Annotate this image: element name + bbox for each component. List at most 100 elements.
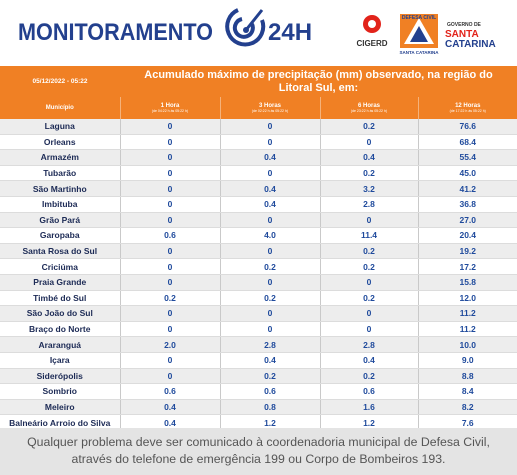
data-row: Praia Grande 0 0 0 15.8 (0, 274, 517, 291)
municipality: Garopaba (0, 227, 120, 244)
value-cell: 9.0 (417, 352, 517, 369)
value-cell: 0 (219, 134, 320, 151)
value-cell: 68.4 (417, 134, 517, 151)
value-cell: 0 (119, 212, 220, 229)
value-cell: 0.4 (219, 180, 320, 197)
value-cell: 0 (119, 305, 220, 322)
logo-defesa-civil: DEFESA CIVIL SANTA CATARINA (399, 14, 439, 55)
data-row: Criciúma 0 0.2 0.2 17.2 (0, 258, 517, 275)
data-row: Laguna 0 0 0.2 76.6 (0, 119, 517, 135)
column-title: 12 Horas (455, 103, 481, 109)
value-cell: 0.2 (319, 119, 418, 135)
logo-text: SANTA CATARINA (399, 50, 439, 55)
caption: Acumulado máximo de precipitação (mm) ob… (120, 66, 517, 97)
caption-row: 05/12/2022 - 05:22 Acumulado máximo de p… (0, 66, 517, 97)
value-cell: 8.2 (417, 399, 517, 416)
value-cell: 12.0 (417, 290, 517, 307)
value-cell: 0.2 (219, 290, 320, 307)
value-cell: 0 (319, 321, 418, 338)
value-cell: 0 (219, 321, 320, 338)
footer-line: Qualquer problema deve ser comunicado à … (27, 435, 490, 449)
value-cell: 0 (119, 274, 220, 291)
value-cell: 0 (119, 196, 220, 213)
column-header: Município (0, 97, 120, 119)
data-row: Braço do Norte 0 0 0 11.2 (0, 321, 517, 338)
municipality: Tubarão (0, 165, 120, 182)
value-cell: 0.2 (219, 368, 320, 385)
value-cell: 2.8 (219, 336, 320, 353)
logo-text: CATARINA (445, 39, 496, 50)
value-cell: 0 (119, 243, 220, 260)
value-cell: 8.4 (417, 383, 517, 400)
value-cell: 0.4 (119, 399, 220, 416)
municipality: Meleiro (0, 399, 120, 416)
municipality: Braço do Norte (0, 321, 120, 338)
header-title: MONITORAMENTO (18, 19, 213, 46)
header-suffix: 24H (268, 19, 312, 46)
value-cell: 45.0 (417, 165, 517, 182)
data-row: Garopaba 0.6 4.0 11.4 20.4 (0, 227, 517, 244)
value-cell: 15.8 (417, 274, 517, 291)
value-cell: 0 (119, 368, 220, 385)
value-cell: 0 (319, 274, 418, 291)
value-cell: 0 (119, 321, 220, 338)
value-cell: 0.4 (319, 149, 418, 166)
municipality: Laguna (0, 119, 120, 135)
data-row: São Martinho 0 0.4 3.2 41.2 (0, 180, 517, 197)
data-row: Araranguá 2.0 2.8 2.8 10.0 (0, 336, 517, 353)
value-cell: 2.8 (319, 336, 418, 353)
table-body: 05/12/2022 - 05:22 Acumulado máximo de p… (0, 66, 517, 439)
column-header: 1 Hora (de 04:22 h às 05:22 h) (119, 97, 220, 119)
municipality: Sombrio (0, 383, 120, 400)
municipality: São Martinho (0, 180, 120, 197)
data-row: Meleiro 0.4 0.8 1.6 8.2 (0, 399, 517, 416)
data-row: São João do Sul 0 0 0 11.2 (0, 305, 517, 322)
column-header: 6 Horas (de 23:22 h às 05:22 h) (319, 97, 418, 119)
data-row: Grão Pará 0 0 0 27.0 (0, 212, 517, 229)
column-note: (de 04:22 h às 05:22 h) (151, 109, 189, 113)
column-title: Município (45, 105, 74, 111)
footer-line: através do telefone de emergência 199 ou… (71, 452, 446, 466)
column-header: 12 Horas (de 17:22 h às 05:22 h) (417, 97, 517, 119)
logo-governo: GOVERNO DE SANTA CATARINA (445, 22, 496, 50)
data-row: Imbituba 0 0.4 2.8 36.8 (0, 196, 517, 213)
data-row: Santa Rosa do Sul 0 0 0.2 19.2 (0, 243, 517, 260)
column-title: 3 Horas (258, 103, 281, 109)
municipality: Siderópolis (0, 368, 120, 385)
data-row: Armazém 0 0.4 0.4 55.4 (0, 149, 517, 166)
value-cell: 0.2 (119, 290, 220, 307)
value-cell: 0.2 (319, 165, 418, 182)
municipality: Santa Rosa do Sul (0, 243, 120, 260)
value-cell: 0.6 (319, 383, 418, 400)
value-cell: 4.0 (219, 227, 320, 244)
data-row: Orleans 0 0 0 68.4 (0, 134, 517, 151)
municipality: Criciúma (0, 258, 120, 275)
value-cell: 0.4 (219, 196, 320, 213)
value-cell: 0 (219, 165, 320, 182)
value-cell: 2.0 (119, 336, 220, 353)
value-cell: 0.2 (219, 258, 320, 275)
municipality: Orleans (0, 134, 120, 151)
column-note: (de 23:22 h às 05:22 h) (350, 109, 388, 113)
value-cell: 0.6 (119, 227, 220, 244)
column-header: 3 Horas (de 02:22 h às 05:22 h) (219, 97, 320, 119)
value-cell: 0 (119, 165, 220, 182)
value-cell: 27.0 (417, 212, 517, 229)
value-cell: 0.4 (219, 352, 320, 369)
value-cell: 20.4 (417, 227, 517, 244)
value-cell: 76.6 (417, 119, 517, 135)
municipality: Praia Grande (0, 274, 120, 291)
value-cell: 11.2 (417, 305, 517, 322)
footer: Qualquer problema deve ser comunicado à … (0, 428, 517, 475)
date: 05/12/2022 - 05:22 (0, 66, 120, 97)
value-cell: 2.8 (319, 196, 418, 213)
value-cell: 0 (119, 119, 220, 135)
column-note: (de 02:22 h às 05:22 h) (251, 109, 289, 113)
precipitation-table: 05/12/2022 - 05:22 Acumulado máximo de p… (0, 66, 517, 439)
value-cell: 19.2 (417, 243, 517, 260)
value-cell: 11.2 (417, 321, 517, 338)
column-header-row: Município 1 Hora (de 04:22 h às 05:22 h) 3 … (0, 97, 517, 119)
value-cell: 11.4 (319, 227, 418, 244)
municipality: São João do Sul (0, 305, 120, 322)
